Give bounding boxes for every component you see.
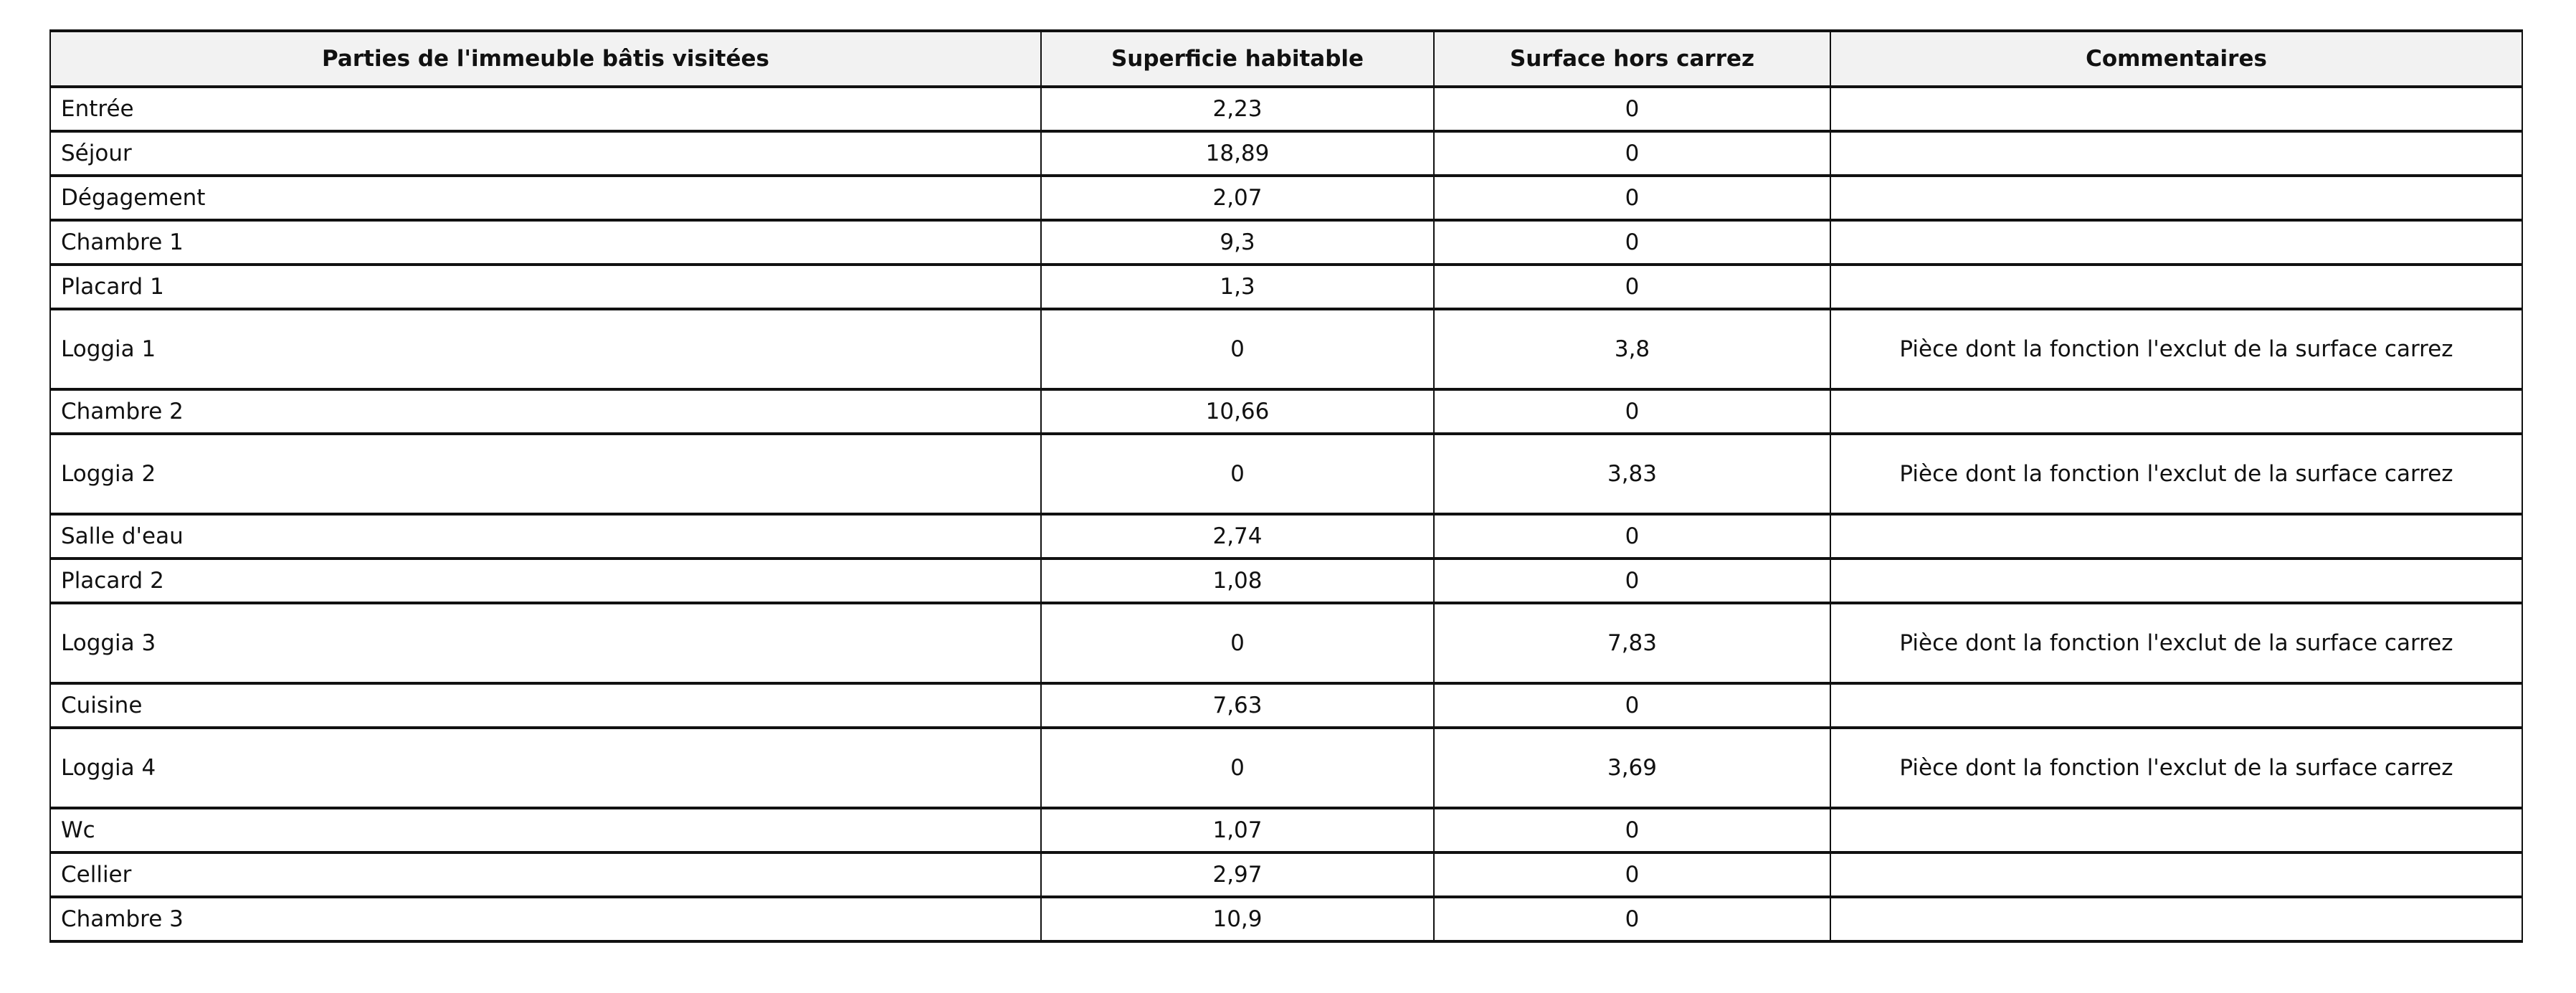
cell-surface-hors-carrez: 0 [1433,130,1831,177]
cell-surface-hors-carrez: 0 [1433,219,1831,266]
cell-part: Séjour [49,130,1042,177]
cell-superficie-habitable: 9,3 [1040,219,1435,266]
cell-superficie-habitable: 18,89 [1040,130,1435,177]
cell-surface-hors-carrez: 0 [1433,895,1831,943]
cell-superficie-habitable: 2,23 [1040,85,1435,133]
table-row: Chambre 1 9,3 0 [49,219,2523,266]
cell-surface-hors-carrez: 0 [1433,263,1831,310]
cell-part: Chambre 3 [49,895,1042,943]
header-surface-hors-carrez: Surface hors carrez [1433,29,1831,88]
header-commentaires: Commentaires [1830,29,2523,88]
cell-commentaire: Pièce dont la fonction l'exclut de la su… [1830,726,2523,809]
cell-part: Entrée [49,85,1042,133]
cell-commentaire: Pièce dont la fonction l'exclut de la su… [1830,308,2523,391]
cell-commentaire [1830,851,2523,898]
cell-part: Loggia 1 [49,308,1042,391]
table-row: Wc 1,07 0 [49,807,2523,854]
cell-part: Cuisine [49,682,1042,729]
surface-table: Parties de l'immeuble bâtis visitées Sup… [49,29,2523,943]
cell-commentaire: Pièce dont la fonction l'exclut de la su… [1830,602,2523,685]
cell-surface-hors-carrez: 3,83 [1433,432,1831,515]
cell-superficie-habitable: 2,74 [1040,513,1435,560]
cell-superficie-habitable: 10,9 [1040,895,1435,943]
table-row: Cuisine 7,63 0 [49,682,2523,729]
table-row: Loggia 4 0 3,69 Pièce dont la fonction l'ex… [49,726,2523,809]
cell-part: Placard 1 [49,263,1042,310]
cell-surface-hors-carrez: 0 [1433,85,1831,133]
cell-superficie-habitable: 0 [1040,726,1435,809]
table-row: Entrée 2,23 0 [49,85,2523,133]
cell-commentaire [1830,895,2523,943]
cell-surface-hors-carrez: 3,69 [1433,726,1831,809]
cell-part: Loggia 4 [49,726,1042,809]
cell-commentaire [1830,219,2523,266]
table-row: Salle d'eau 2,74 0 [49,513,2523,560]
cell-superficie-habitable: 1,08 [1040,557,1435,604]
table-row: Placard 2 1,08 0 [49,557,2523,604]
cell-surface-hors-carrez: 0 [1433,513,1831,560]
cell-part: Loggia 3 [49,602,1042,685]
cell-commentaire [1830,807,2523,854]
cell-part: Placard 2 [49,557,1042,604]
cell-superficie-habitable: 0 [1040,432,1435,515]
cell-superficie-habitable: 10,66 [1040,388,1435,435]
cell-superficie-habitable: 1,07 [1040,807,1435,854]
table-row: Loggia 1 0 3,8 Pièce dont la fonction l'exc… [49,308,2523,391]
cell-surface-hors-carrez: 0 [1433,682,1831,729]
cell-superficie-habitable: 0 [1040,308,1435,391]
cell-surface-hors-carrez: 3,8 [1433,308,1831,391]
cell-superficie-habitable: 7,63 [1040,682,1435,729]
cell-part: Salle d'eau [49,513,1042,560]
header-superficie-habitable: Superficie habitable [1040,29,1435,88]
cell-surface-hors-carrez: 0 [1433,807,1831,854]
cell-part: Dégagement [49,174,1042,222]
table-row: Cellier 2,97 0 [49,851,2523,898]
header-parties: Parties de l'immeuble bâtis visitées [49,29,1042,88]
cell-surface-hors-carrez: 0 [1433,851,1831,898]
cell-commentaire [1830,174,2523,222]
cell-commentaire [1830,130,2523,177]
cell-part: Cellier [49,851,1042,898]
cell-commentaire [1830,513,2523,560]
cell-commentaire [1830,557,2523,604]
table-row: Chambre 2 10,66 0 [49,388,2523,435]
cell-part: Chambre 1 [49,219,1042,266]
table-row: Séjour 18,89 0 [49,130,2523,177]
cell-commentaire [1830,682,2523,729]
cell-superficie-habitable: 2,97 [1040,851,1435,898]
table-row: Placard 1 1,3 0 [49,263,2523,310]
cell-part: Loggia 2 [49,432,1042,515]
cell-surface-hors-carrez: 0 [1433,557,1831,604]
cell-commentaire [1830,85,2523,133]
table-header-row: Parties de l'immeuble bâtis visitées Sup… [49,29,2523,88]
cell-commentaire: Pièce dont la fonction l'exclut de la su… [1830,432,2523,515]
cell-surface-hors-carrez: 0 [1433,174,1831,222]
cell-superficie-habitable: 0 [1040,602,1435,685]
cell-commentaire [1830,263,2523,310]
cell-surface-hors-carrez: 7,83 [1433,602,1831,685]
table-row: Chambre 3 10,9 0 [49,895,2523,943]
cell-part: Chambre 2 [49,388,1042,435]
cell-superficie-habitable: 1,3 [1040,263,1435,310]
table-row: Dégagement 2,07 0 [49,174,2523,222]
cell-superficie-habitable: 2,07 [1040,174,1435,222]
cell-part: Wc [49,807,1042,854]
table-row: Loggia 3 0 7,83 Pièce dont la fonction l'ex… [49,602,2523,685]
table-row: Loggia 2 0 3,83 Pièce dont la fonction l'ex… [49,432,2523,515]
cell-surface-hors-carrez: 0 [1433,388,1831,435]
cell-commentaire [1830,388,2523,435]
